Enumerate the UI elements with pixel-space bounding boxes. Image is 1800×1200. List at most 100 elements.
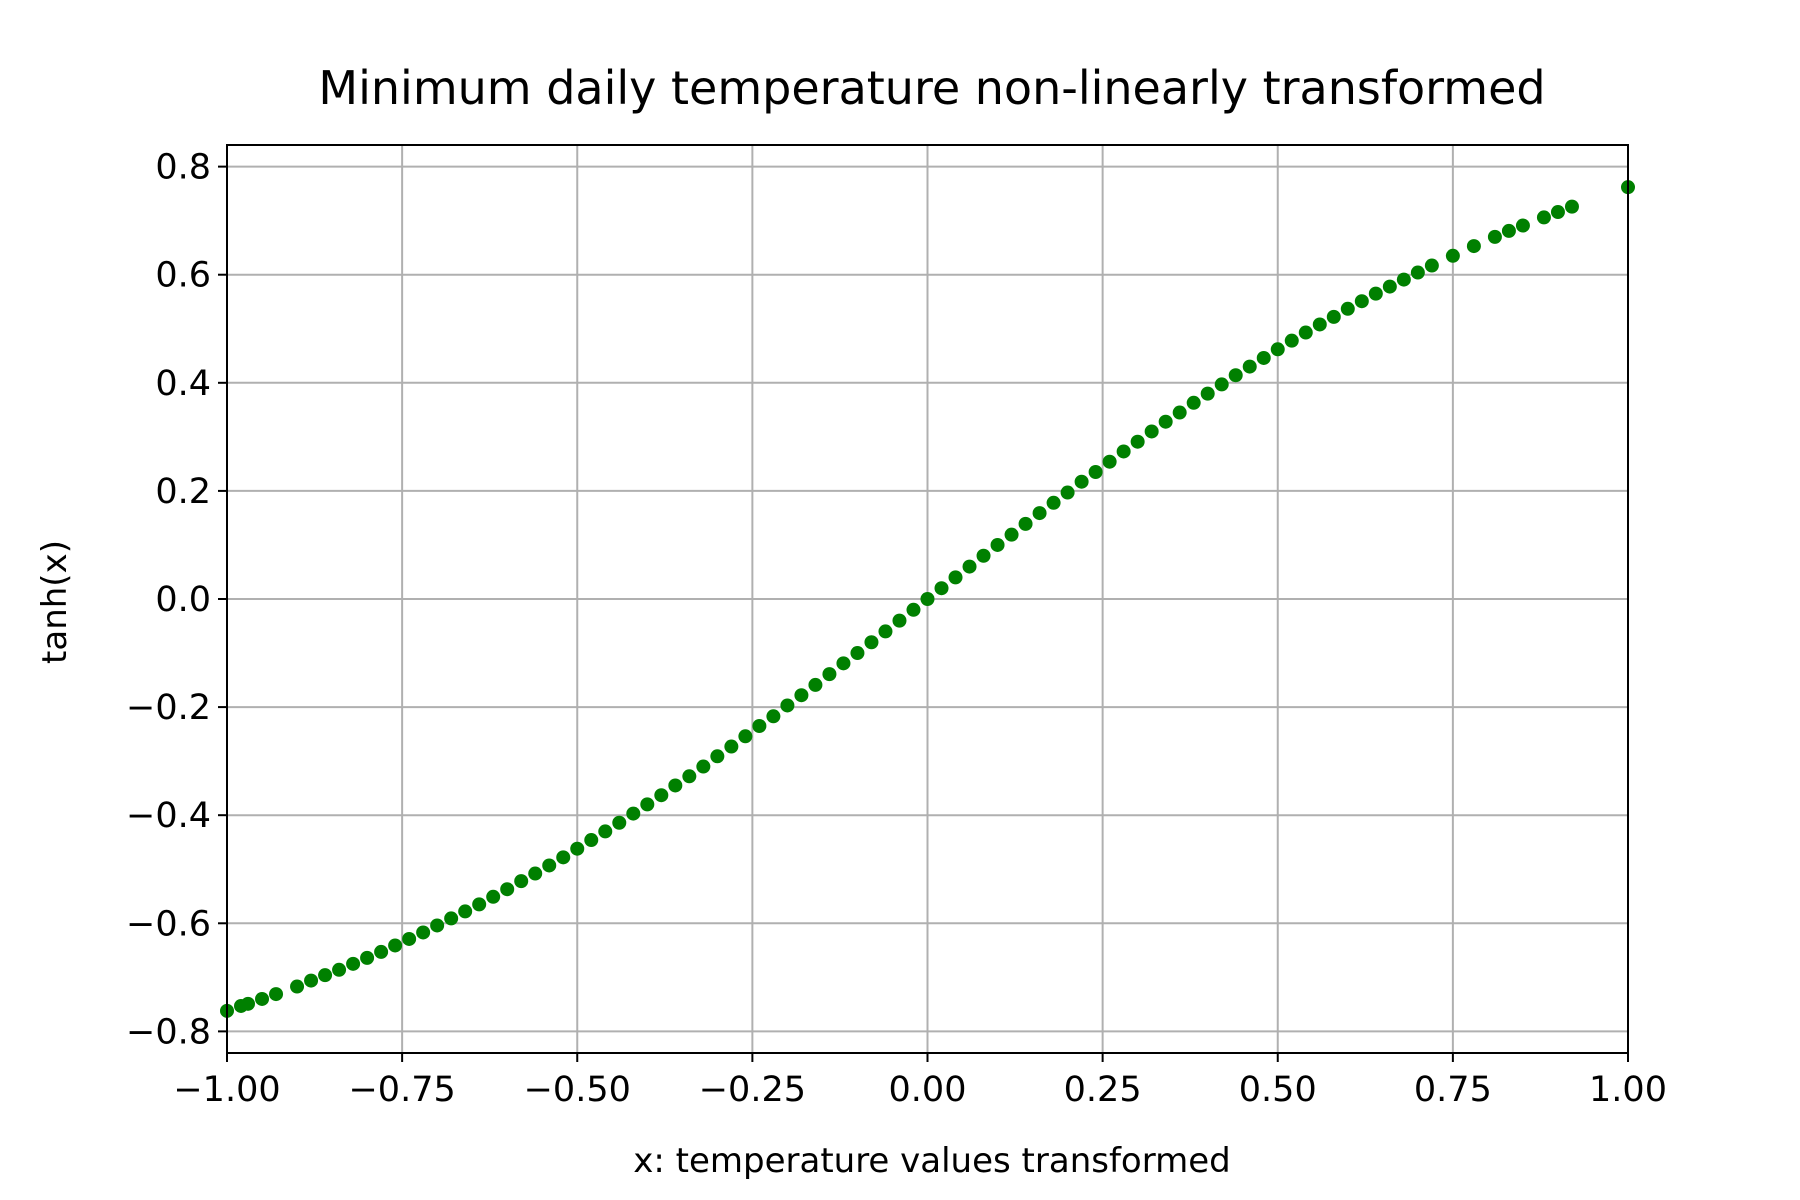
data-point (416, 925, 431, 940)
data-point (1354, 294, 1369, 309)
data-point (290, 979, 305, 994)
data-point (1536, 210, 1551, 225)
data-point (1088, 464, 1103, 479)
data-point (682, 769, 697, 784)
data-point (1200, 386, 1215, 401)
x-tick-label: 0.75 (1414, 1070, 1492, 1110)
y-tick-label: −0.2 (126, 688, 211, 728)
x-tick-label: 0.25 (1064, 1070, 1142, 1110)
x-tick-label: 1.00 (1589, 1070, 1667, 1110)
data-point (1564, 199, 1579, 214)
data-point (766, 709, 781, 724)
y-tick-label: 0.6 (155, 256, 211, 296)
data-point (486, 889, 501, 904)
data-point (836, 656, 851, 671)
chart-title: Minimum daily temperature non-linearly t… (318, 61, 1545, 115)
data-point (241, 996, 256, 1011)
data-point (584, 833, 599, 848)
x-tick-label: −1.00 (173, 1070, 280, 1110)
data-point (1158, 414, 1173, 429)
y-tick-label: 0.4 (155, 364, 211, 404)
data-point (738, 729, 753, 744)
data-point (1032, 506, 1047, 521)
y-tick-label: 0.0 (155, 580, 211, 620)
data-point (1214, 377, 1229, 392)
data-point (1382, 279, 1397, 294)
data-point (1312, 317, 1327, 332)
data-point (920, 592, 935, 606)
data-point (1074, 474, 1089, 489)
data-point (1242, 359, 1257, 374)
data-point (1018, 516, 1033, 531)
y-tick-label: 0.2 (155, 472, 211, 512)
data-point (514, 874, 529, 889)
data-point (1396, 272, 1411, 287)
x-tick-label: 0.00 (889, 1070, 967, 1110)
data-point (1515, 218, 1530, 233)
data-point (360, 950, 375, 965)
data-point (696, 759, 711, 774)
data-point (472, 897, 487, 912)
data-point (332, 962, 347, 977)
data-point (626, 806, 641, 821)
data-point (542, 858, 557, 873)
data-point (1368, 286, 1383, 301)
data-point (374, 944, 389, 959)
data-point (1004, 527, 1019, 542)
x-tick-label: −0.50 (524, 1070, 631, 1110)
data-point (304, 973, 319, 988)
y-tick-label: 0.8 (155, 148, 211, 188)
data-point (255, 991, 270, 1006)
data-point (934, 581, 949, 596)
data-point (444, 911, 459, 926)
data-point (1298, 325, 1313, 340)
data-point (1340, 301, 1355, 316)
data-point (710, 749, 725, 764)
data-point (388, 938, 403, 953)
data-point (318, 968, 333, 983)
axis-ticks: −1.00 −0.75 −0.50 −0.25 0.00 0.25 0.50 0.75 1.00… (126, 148, 1667, 1110)
data-point (640, 797, 655, 812)
data-point (850, 646, 865, 661)
data-point (1445, 248, 1460, 263)
data-point (1228, 368, 1243, 383)
y-tick-label: −0.4 (126, 796, 211, 836)
data-point (724, 739, 739, 754)
data-point (1256, 350, 1271, 365)
data-point (556, 850, 571, 865)
data-point (1410, 265, 1425, 280)
data-point (1270, 342, 1285, 357)
data-point (570, 841, 585, 856)
data-point (1466, 239, 1481, 254)
data-point (864, 635, 879, 650)
data-point (1046, 495, 1061, 510)
data-point (1130, 434, 1145, 449)
data-point (878, 624, 893, 639)
data-point (990, 537, 1005, 552)
data-point (1186, 395, 1201, 410)
data-point (1501, 223, 1516, 238)
data-point (1060, 485, 1075, 500)
data-point (948, 570, 963, 585)
x-axis-label: x: temperature values transformed (633, 1141, 1230, 1181)
y-tick-label: −0.6 (126, 904, 211, 944)
data-point (598, 824, 613, 839)
data-point (962, 559, 977, 574)
data-point (668, 778, 683, 793)
data-point (808, 677, 823, 692)
data-point (794, 688, 809, 703)
x-tick-label: 0.50 (1239, 1070, 1317, 1110)
data-point (612, 815, 627, 830)
y-tick-label: −0.8 (126, 1012, 211, 1052)
data-point (1116, 444, 1131, 459)
data-point (430, 918, 445, 933)
x-tick-label: −0.75 (348, 1070, 455, 1110)
data-point (1550, 205, 1565, 220)
data-point (458, 904, 473, 919)
data-point (654, 788, 669, 803)
data-point (500, 882, 515, 897)
x-tick-label: −0.25 (699, 1070, 806, 1110)
y-axis-label: tanh(x) (35, 540, 75, 664)
